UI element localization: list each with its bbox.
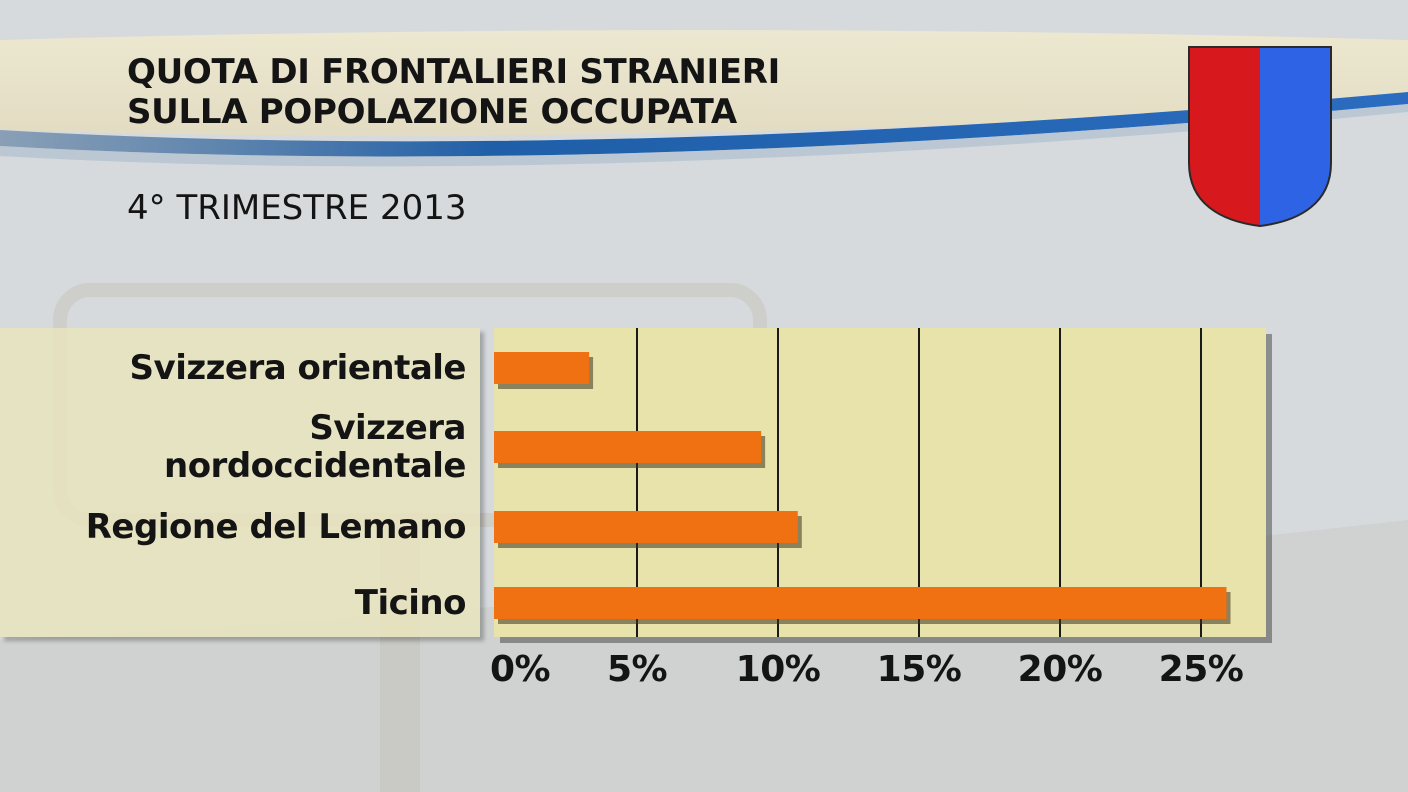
bar-ticino (494, 587, 1227, 619)
category-label-line: Svizzera (309, 408, 466, 448)
x-tick-label: 25% (1158, 649, 1244, 690)
chart-title: QUOTA DI FRONTALIERI STRANIERI SULLA POP… (127, 52, 780, 132)
category-label-line: Svizzera orientale (129, 348, 467, 388)
category-label: Svizzera orientale (46, 348, 467, 388)
x-tick-label: 15% (876, 649, 962, 690)
category-label-panel (0, 328, 480, 637)
x-tick-label: 0% (489, 649, 551, 690)
category-label: Regione del Lemano (46, 507, 467, 547)
emblem-left-half (1189, 47, 1260, 226)
chart-subtitle: 4° TRIMESTRE 2013 (127, 188, 467, 228)
category-label: Ticino (46, 583, 467, 623)
plot-area (494, 328, 1266, 637)
chart-title-line-2: SULLA POPOLAZIONE OCCUPATA (127, 92, 737, 132)
bar-regione-del-lemano (494, 511, 798, 543)
bar-svizzera-orientale (494, 352, 590, 384)
emblem-right-half (1260, 47, 1331, 226)
category-label-line: Ticino (354, 583, 467, 623)
x-tick-label: 5% (606, 649, 668, 690)
x-tick-label: 10% (735, 649, 821, 690)
bar-svizzera-nordoccidentale (494, 431, 762, 463)
category-label: Svizzera nordoccidentale (46, 408, 467, 486)
category-label-line: Regione del Lemano (85, 507, 467, 547)
x-tick-label: 20% (1017, 649, 1103, 690)
category-label-line: nordoccidentale (163, 446, 467, 486)
ticino-coat-of-arms-icon (1188, 46, 1332, 228)
chart-title-line-1: QUOTA DI FRONTALIERI STRANIERI (127, 52, 781, 92)
